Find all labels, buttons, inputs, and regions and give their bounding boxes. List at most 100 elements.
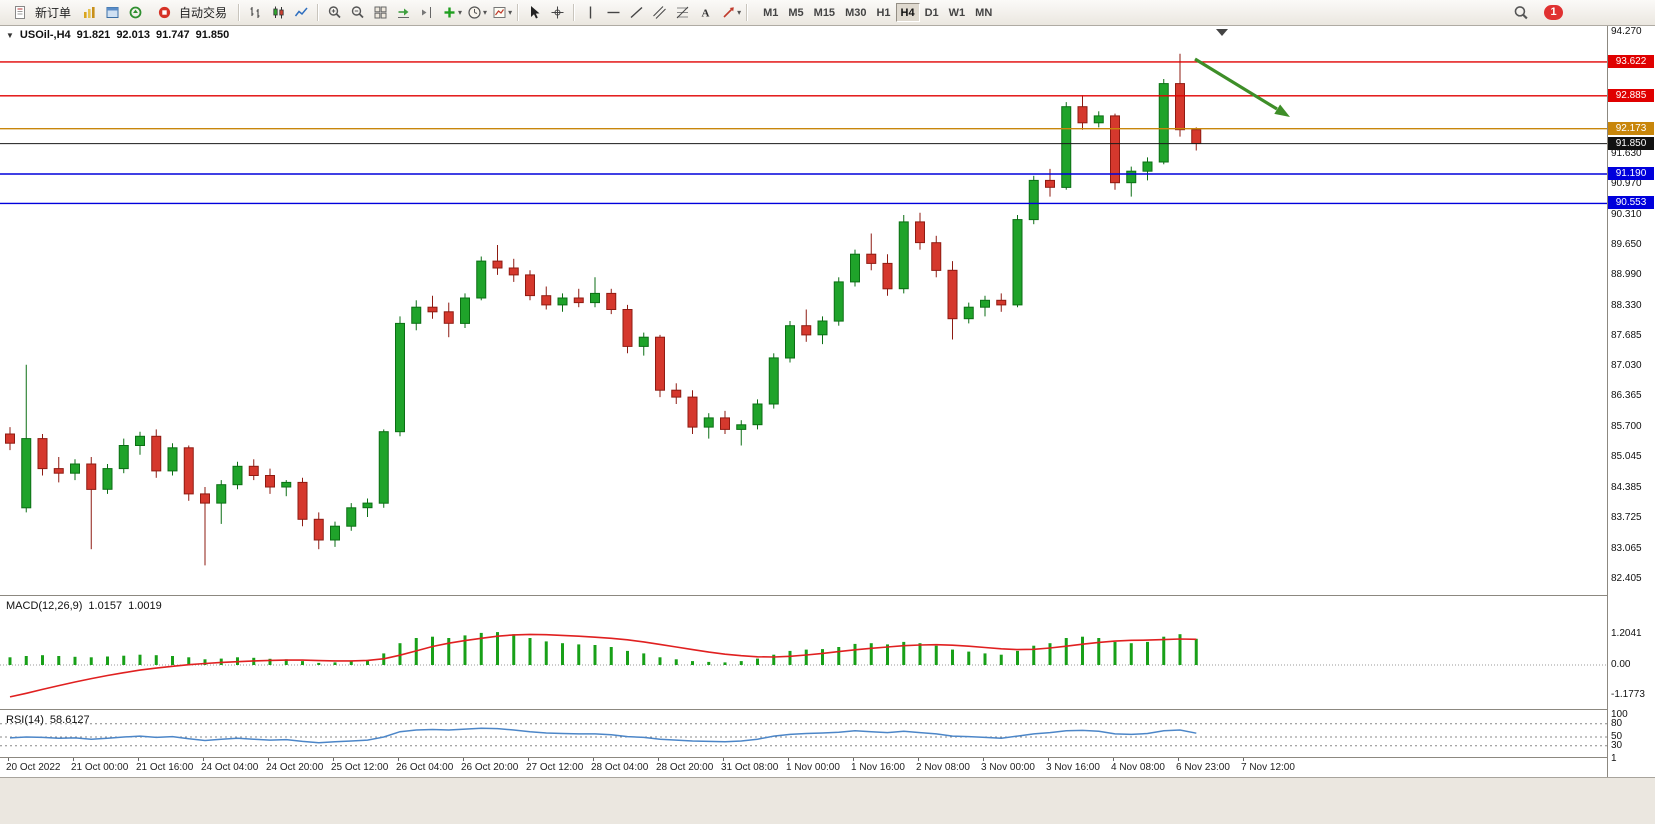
notification-badge[interactable]: 1	[1544, 5, 1563, 20]
price-axis-label: 90.970	[1611, 178, 1642, 189]
time-tick	[8, 758, 9, 761]
ohlc-open: 91.821	[76, 29, 111, 41]
search-icon[interactable]	[1510, 2, 1532, 23]
timeframe-m15-button[interactable]: M15	[809, 3, 840, 22]
rsi-axis-label: 50	[1611, 731, 1623, 742]
macd-title: MACD(12,26,9) 1.0157 1.0019	[6, 600, 162, 612]
macd-panel-canvas[interactable]	[0, 596, 1607, 710]
templates-icon[interactable]	[488, 2, 510, 23]
time-tick	[203, 758, 204, 761]
price-line-badge: 92.173	[1608, 122, 1654, 135]
time-label: 26 Oct 04:00	[396, 762, 454, 773]
time-tick	[138, 758, 139, 761]
fibonacci-tool-icon[interactable]	[671, 2, 693, 23]
templates-caret-icon[interactable]: ▾	[508, 8, 513, 17]
zoom-out-icon[interactable]	[346, 2, 368, 23]
macd-signal-value: 1.0019	[128, 600, 162, 612]
time-tick	[593, 758, 594, 761]
price-axis-label: 87.685	[1611, 330, 1642, 341]
time-label: 28 Oct 04:00	[591, 762, 649, 773]
rsi-value: 58.6127	[49, 714, 90, 726]
indicators-caret-icon[interactable]: ▾	[458, 8, 463, 17]
time-label: 27 Oct 12:00	[526, 762, 584, 773]
price-axis-label: 85.700	[1611, 421, 1642, 432]
time-tick	[983, 758, 984, 761]
crosshair-icon[interactable]	[546, 2, 568, 23]
line-chart-mode-icon[interactable]	[290, 2, 312, 23]
vertical-line-tool-icon[interactable]	[579, 2, 601, 23]
panel-divider	[0, 757, 1655, 758]
chart-shift-marker	[1216, 29, 1228, 36]
macd-main-value: 1.0157	[88, 600, 123, 612]
macd-axis-label: -1.1773	[1611, 689, 1645, 700]
macd-name: MACD(12,26,9)	[6, 600, 83, 612]
trendline-tool-icon[interactable]	[625, 2, 647, 23]
arrows-tool-icon[interactable]	[717, 2, 739, 23]
time-label: 1 Nov 16:00	[851, 762, 905, 773]
time-tick	[268, 758, 269, 761]
toolbar-separator	[317, 4, 319, 21]
price-axis-label: 85.045	[1611, 451, 1642, 462]
auto-trading-button[interactable]: 自动交易	[147, 2, 233, 23]
zoom-in-icon[interactable]	[323, 2, 345, 23]
time-label: 31 Oct 08:00	[721, 762, 779, 773]
timeframe-mn-button[interactable]: MN	[970, 3, 997, 22]
timeframe-h1-button[interactable]: H1	[871, 3, 895, 22]
timeframe-m5-button[interactable]: M5	[783, 3, 808, 22]
time-tick	[853, 758, 854, 761]
toolbar-separator	[573, 4, 575, 21]
timeframe-m1-button[interactable]: M1	[758, 3, 783, 22]
time-tick	[918, 758, 919, 761]
new-order-button[interactable]: 新订单	[3, 2, 77, 23]
auto-trading-label: 自动交易	[179, 6, 228, 20]
market-watch-icon[interactable]	[78, 2, 100, 23]
time-tick	[398, 758, 399, 761]
time-tick	[333, 758, 334, 761]
time-tick	[1243, 758, 1244, 761]
timeframe-m30-button[interactable]: M30	[840, 3, 871, 22]
price-axis: 94.270 91.630 90.970 90.310 89.650 88.990 88.3…	[1608, 26, 1655, 777]
tile-windows-icon[interactable]	[369, 2, 391, 23]
navigator-icon[interactable]	[124, 2, 146, 23]
rsi-panel-canvas[interactable]	[0, 710, 1607, 758]
indicators-icon[interactable]	[438, 2, 460, 23]
chart-window: ▼ USOil-,H4 91.821 92.013 91.747 91.850 …	[0, 26, 1655, 777]
price-chart-canvas[interactable]	[0, 26, 1607, 596]
price-axis-label: 87.030	[1611, 360, 1642, 371]
timeframe-d1-button[interactable]: D1	[920, 3, 944, 22]
macd-axis-label: 0.00	[1611, 659, 1631, 670]
panel-divider[interactable]	[0, 595, 1655, 596]
ohlc-close: 91.850	[195, 29, 230, 41]
time-label: 20 Oct 2022	[6, 762, 61, 773]
periods-icon[interactable]	[463, 2, 485, 23]
horizontal-line-tool-icon[interactable]	[602, 2, 624, 23]
bar-chart-mode-icon[interactable]	[244, 2, 266, 23]
data-window-icon[interactable]	[101, 2, 123, 23]
candlestick-mode-icon[interactable]	[267, 2, 289, 23]
one-click-trading-icon[interactable]: ▼	[6, 30, 14, 40]
time-label: 24 Oct 04:00	[201, 762, 259, 773]
periods-caret-icon[interactable]: ▾	[483, 8, 488, 17]
time-label: 2 Nov 08:00	[916, 762, 970, 773]
timeframe-h4-button[interactable]: H4	[895, 3, 920, 22]
panel-divider[interactable]	[0, 709, 1655, 710]
ohlc-high: 92.013	[116, 29, 150, 41]
auto-scroll-icon[interactable]	[392, 2, 414, 23]
cursor-icon[interactable]	[523, 2, 545, 23]
price-axis-label: 90.310	[1611, 209, 1642, 220]
time-label: 21 Oct 00:00	[71, 762, 129, 773]
arrows-caret-icon[interactable]: ▾	[737, 8, 742, 17]
rsi-title: RSI(14) 58.6127	[6, 714, 90, 726]
time-tick	[723, 758, 724, 761]
time-label: 21 Oct 16:00	[136, 762, 194, 773]
timeframe-w1-button[interactable]: W1	[944, 3, 971, 22]
time-tick	[463, 758, 464, 761]
time-label: 26 Oct 20:00	[461, 762, 519, 773]
price-axis-label: 83.725	[1611, 512, 1642, 523]
time-label: 3 Nov 00:00	[981, 762, 1035, 773]
timeframe-toolbar: M1 M5 M15 M30 H1 H4 D1 W1 MN	[758, 3, 997, 22]
price-axis-label: 94.270	[1611, 26, 1642, 37]
text-tool-icon[interactable]: A	[694, 2, 716, 23]
channel-tool-icon[interactable]	[648, 2, 670, 23]
chart-shift-icon[interactable]	[415, 2, 437, 23]
